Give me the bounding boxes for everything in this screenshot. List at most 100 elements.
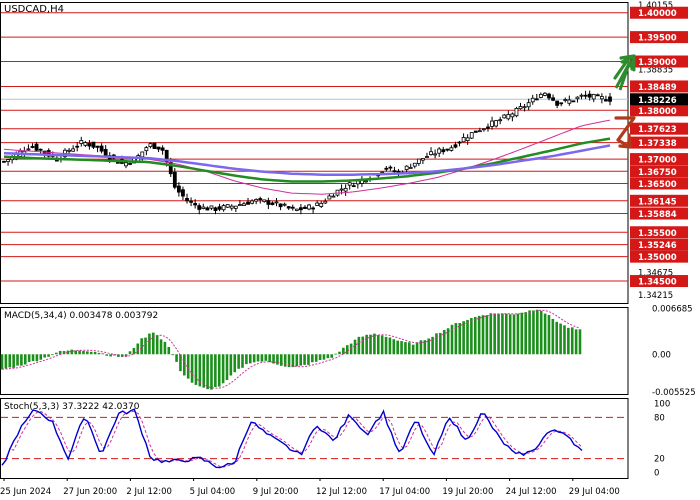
level-label: 1.36500 xyxy=(638,180,677,190)
candle-body xyxy=(355,180,360,185)
macd-bar xyxy=(567,327,570,355)
macd-bar xyxy=(260,354,264,362)
candle-body xyxy=(237,204,242,206)
macd-bar xyxy=(454,323,458,355)
macd-bar xyxy=(16,354,19,366)
candle-body xyxy=(486,126,490,129)
candle-body xyxy=(461,137,466,143)
candle-body xyxy=(384,167,389,170)
level-label-box xyxy=(630,226,688,239)
candle-body xyxy=(91,141,96,148)
candle-body xyxy=(559,102,564,105)
candle-body xyxy=(181,189,185,197)
candle-body xyxy=(205,207,210,211)
candle-body xyxy=(246,201,250,205)
candle-body xyxy=(392,170,397,173)
macd-bar xyxy=(82,350,85,355)
macd-bar xyxy=(58,350,62,355)
macd-bar xyxy=(400,341,403,355)
candle-body xyxy=(128,162,132,165)
level-label: 1.36750 xyxy=(638,168,677,178)
candle-body xyxy=(323,200,328,204)
candle-body xyxy=(298,207,303,211)
macd-bar xyxy=(543,313,547,355)
macd-bar xyxy=(338,351,341,355)
macd-bar xyxy=(307,354,310,365)
macd-bar xyxy=(268,354,271,363)
candle-body xyxy=(172,171,177,188)
macd-bar xyxy=(369,334,372,355)
stoch-main-line xyxy=(1,408,583,469)
candle-body xyxy=(307,204,311,210)
macd-bar xyxy=(70,349,74,355)
macd-bar xyxy=(357,336,361,355)
macd-bar xyxy=(93,351,97,355)
up-arrow-icon xyxy=(613,54,636,91)
candle-body xyxy=(148,143,153,148)
time-label: 2 Jul 12:00 xyxy=(126,487,172,497)
macd-bar xyxy=(20,354,23,366)
candle-body xyxy=(315,202,320,206)
stoch-tick-label: 80 xyxy=(654,413,665,423)
level-label: 1.40000 xyxy=(638,9,677,19)
macd-bar xyxy=(473,316,477,355)
stoch-panel xyxy=(0,398,629,479)
level-label: 1.37623 xyxy=(638,125,677,135)
candle-body xyxy=(567,99,572,104)
price-panel xyxy=(0,2,629,304)
candle-body xyxy=(599,96,604,100)
macd-bar xyxy=(0,354,4,370)
candle-body xyxy=(124,162,128,167)
candle-body xyxy=(445,148,450,151)
level-label: 1.35000 xyxy=(638,253,677,263)
macd-bar xyxy=(408,342,411,355)
macd-bar xyxy=(43,354,46,358)
macd-bar xyxy=(97,352,101,355)
stoch-title: Stoch(5,3,3) 37.3222 42.0370 xyxy=(4,402,140,412)
macd-bar xyxy=(280,354,283,366)
macd-bar xyxy=(55,352,58,355)
candle-body xyxy=(506,114,511,120)
macd-bar xyxy=(330,354,334,358)
candle-body xyxy=(543,92,547,96)
macd-bar xyxy=(206,354,209,390)
candle-body xyxy=(144,147,149,152)
candle-body xyxy=(217,206,222,210)
level-label: 1.36145 xyxy=(638,197,677,207)
level-label: 1.34500 xyxy=(638,278,677,288)
macd-bar xyxy=(151,332,155,355)
macd-bar xyxy=(225,354,229,381)
candle-body xyxy=(270,202,275,206)
candle-body xyxy=(571,100,576,103)
candle-body xyxy=(473,130,478,133)
candle-body xyxy=(250,200,254,204)
macd-bar xyxy=(190,354,194,383)
macd-bar xyxy=(105,354,109,356)
macd-bar xyxy=(485,315,489,355)
macd-bar xyxy=(221,354,225,384)
candle-body xyxy=(38,148,43,151)
level-label-box xyxy=(630,177,688,190)
macd-bar xyxy=(376,335,380,355)
candle-body xyxy=(30,146,35,148)
candle-body xyxy=(339,188,344,191)
candle-body xyxy=(79,140,84,144)
candle-body xyxy=(469,132,474,139)
candle-body xyxy=(510,113,515,118)
macd-bar xyxy=(171,354,174,356)
macd-bar xyxy=(276,354,279,365)
macd-bar xyxy=(536,309,539,355)
macd-bar xyxy=(442,330,446,355)
candles xyxy=(2,90,612,215)
candle-body xyxy=(87,142,92,147)
macd-tick-label: 0.006685 xyxy=(652,304,693,314)
level-label-box xyxy=(630,194,688,207)
macd-bar xyxy=(411,344,415,355)
candle-body xyxy=(331,195,336,198)
candle-body xyxy=(490,120,494,127)
macd-bar xyxy=(342,347,345,355)
time-label: 27 Jun 20:00 xyxy=(63,487,117,497)
level-label-box xyxy=(630,207,688,220)
macd-bar xyxy=(283,354,287,367)
candle-body xyxy=(421,158,425,161)
